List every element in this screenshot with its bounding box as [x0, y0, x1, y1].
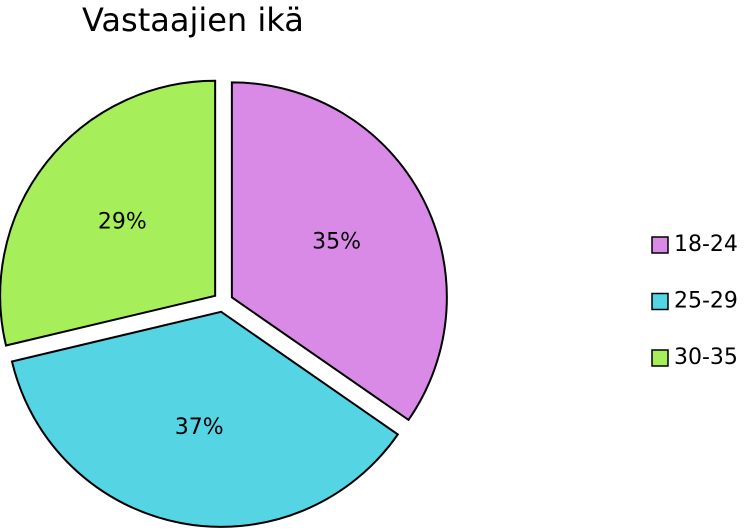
chart-title: Vastaajien ikä — [82, 1, 304, 39]
data-label: 35% — [312, 230, 361, 255]
pie-slice — [0, 79, 217, 347]
legend-label: 25-29 — [674, 289, 738, 314]
data-label: 37% — [175, 415, 224, 440]
legend-swatch — [651, 292, 669, 311]
pie-slice — [10, 310, 400, 528]
legend-swatch — [651, 349, 669, 367]
legend-label: 30-35 — [674, 345, 738, 370]
legend-label: 18-24 — [674, 232, 738, 257]
legend-swatch — [651, 236, 669, 254]
data-label: 29% — [98, 209, 147, 234]
pie-slice — [230, 81, 448, 422]
